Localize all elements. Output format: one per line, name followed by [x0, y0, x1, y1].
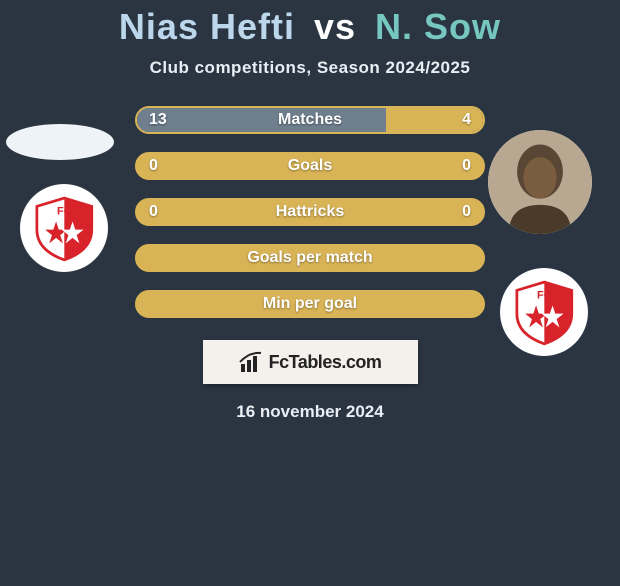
stat-row: Hattricks 0 0 — [135, 198, 485, 226]
bar-chart-icon — [239, 350, 263, 374]
stat-label: Min per goal — [263, 295, 357, 313]
branding-text: FcTables.com — [269, 352, 382, 373]
date-label: 16 november 2024 — [0, 402, 620, 422]
fc-sion-shield-icon: FC — [30, 194, 99, 263]
stat-value-right: 0 — [462, 157, 471, 175]
title-player-right: N. Sow — [375, 6, 501, 47]
stat-row: Min per goal — [135, 290, 485, 318]
stat-value-left: 13 — [149, 111, 167, 129]
stat-label: Matches — [278, 111, 342, 129]
fc-sion-shield-icon: FC — [510, 278, 579, 347]
stat-label: Goals — [288, 157, 332, 175]
stat-value-left: 0 — [149, 203, 158, 221]
branding-box: FcTables.com — [203, 340, 418, 384]
title-vs: vs — [314, 6, 356, 47]
subtitle: Club competitions, Season 2024/2025 — [0, 58, 620, 78]
stat-row: Goals per match — [135, 244, 485, 272]
player-right-club-badge: FC — [500, 268, 588, 356]
player-left-club-badge: FC — [20, 184, 108, 272]
stat-label: Goals per match — [247, 249, 372, 267]
stat-fill-left — [137, 108, 386, 132]
player-silhouette-icon — [488, 130, 592, 234]
stat-value-left: 0 — [149, 157, 158, 175]
page-title: Nias Hefti vs N. Sow — [0, 6, 620, 48]
stat-value-right: 4 — [462, 111, 471, 129]
stat-label: Hattricks — [276, 203, 344, 221]
stat-row: Matches 13 4 — [135, 106, 485, 134]
player-left-avatar — [6, 124, 114, 160]
svg-text:FC: FC — [537, 289, 552, 301]
stat-row: Goals 0 0 — [135, 152, 485, 180]
svg-text:FC: FC — [57, 205, 72, 217]
player-right-avatar — [488, 130, 592, 234]
title-player-left: Nias Hefti — [119, 6, 295, 47]
stat-value-right: 0 — [462, 203, 471, 221]
